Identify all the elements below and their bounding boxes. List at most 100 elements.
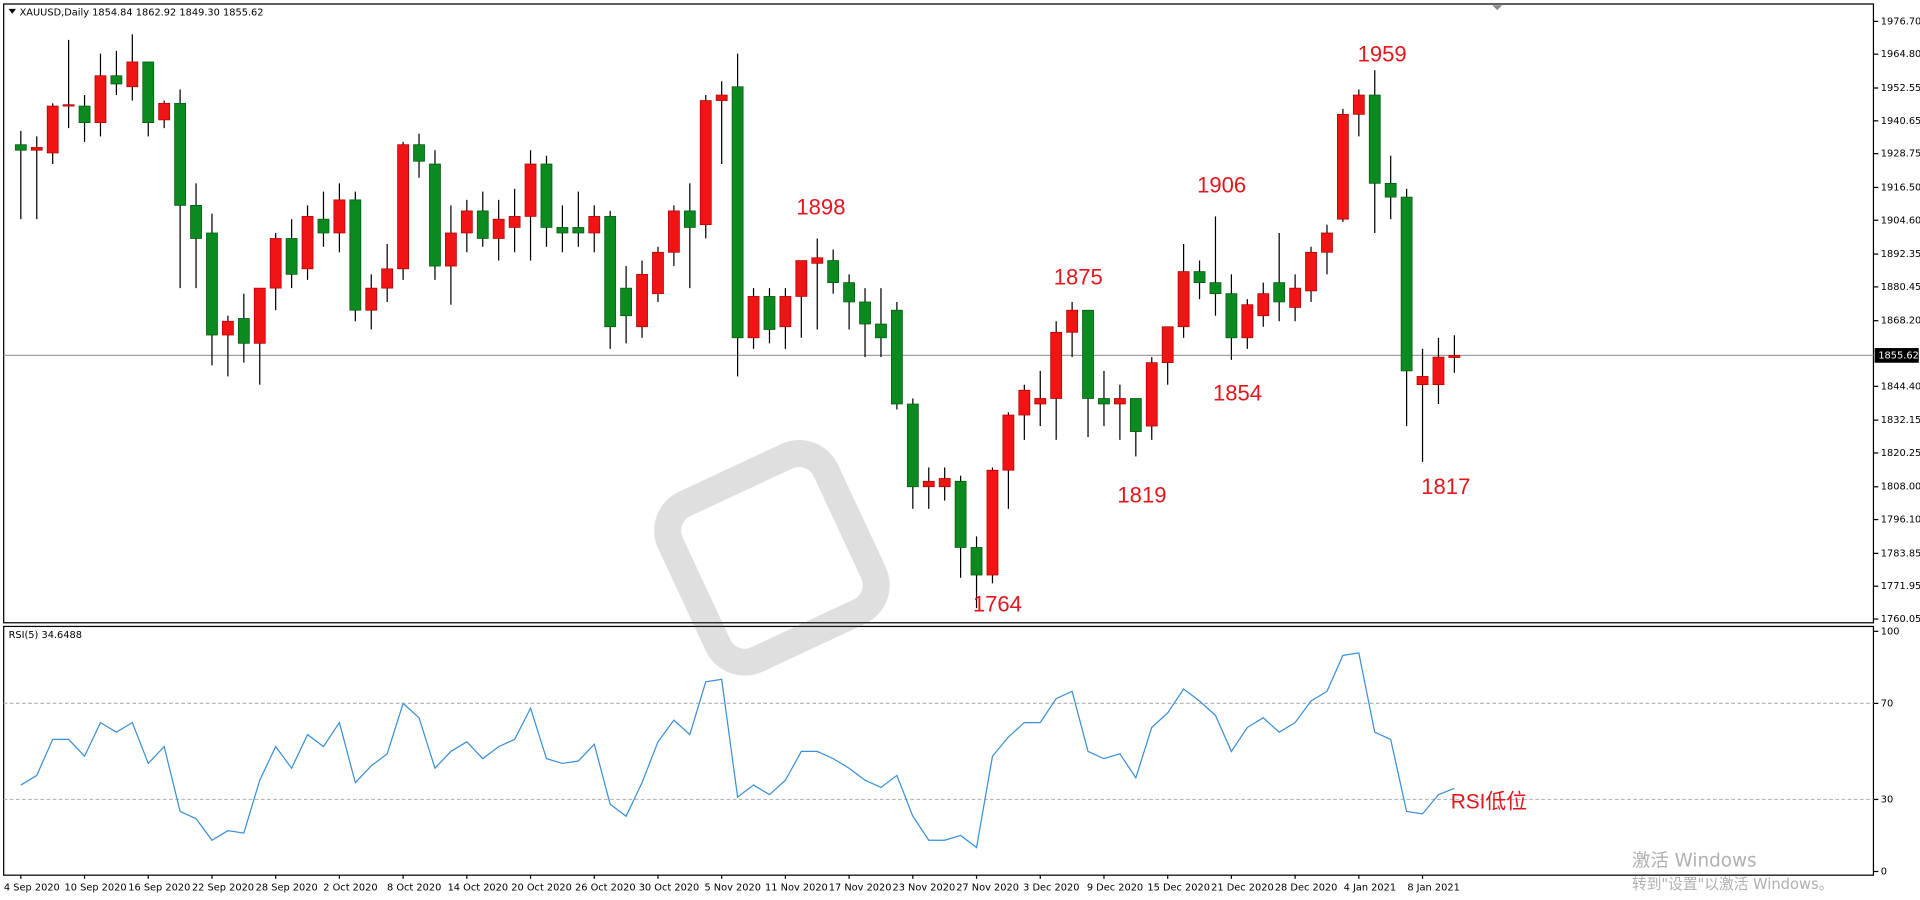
candle-body — [763, 296, 776, 330]
candle-body — [253, 287, 266, 344]
candle-body — [126, 61, 139, 88]
candle-body — [381, 268, 394, 289]
x-tick-label: 8 Oct 2020 — [387, 882, 441, 893]
candle-body — [1337, 113, 1349, 220]
y-tick-label: 1928.75 — [1881, 149, 1920, 160]
candle-body — [1209, 282, 1222, 295]
candle-body — [94, 75, 107, 123]
candle-body — [492, 218, 505, 239]
symbol-header: XAUUSD,Daily 1854.84 1862.92 1849.30 185… — [20, 8, 264, 19]
y-tick-label: 1976.70 — [1881, 16, 1920, 27]
candle-body — [460, 210, 473, 234]
candle-body — [1321, 232, 1333, 253]
candle-body — [445, 232, 457, 267]
candle-body — [683, 210, 696, 228]
swing-annotation: 1959 — [1358, 41, 1407, 66]
candle-body — [317, 218, 330, 234]
x-tick-label: 2 Oct 2020 — [323, 882, 377, 893]
candle-body — [1193, 271, 1206, 283]
x-tick-label: 20 Oct 2020 — [511, 882, 572, 893]
candle-body — [190, 205, 202, 239]
x-tick-label: 28 Sep 2020 — [256, 882, 318, 893]
y-tick-label: 1796.10 — [1881, 515, 1920, 526]
swing-annotation: 1819 — [1117, 482, 1166, 507]
y-tick-label: 1808.00 — [1881, 482, 1920, 493]
candle-body — [1400, 196, 1413, 372]
y-tick-label: 1940.65 — [1881, 116, 1920, 127]
price-panel — [3, 3, 1875, 624]
candle-body — [158, 102, 171, 121]
candle-body — [1273, 282, 1286, 303]
candle-body — [1129, 398, 1142, 432]
candle-body — [811, 257, 824, 264]
candle-body — [30, 147, 43, 151]
swing-annotation: 1898 — [796, 194, 845, 219]
x-tick-label: 28 Dec 2020 — [1275, 882, 1338, 893]
candle-body — [1384, 182, 1397, 198]
x-tick-label: 30 Oct 2020 — [639, 882, 700, 893]
y-tick-label: 1783.85 — [1881, 548, 1920, 559]
candle-body — [875, 323, 887, 339]
candle-body — [46, 105, 59, 154]
candle-body — [891, 309, 903, 405]
x-tick-label: 4 Jan 2021 — [1344, 882, 1397, 893]
rsi-line — [20, 652, 1455, 849]
candle-body — [1241, 304, 1254, 339]
y-tick-label: 1868.20 — [1881, 316, 1920, 327]
candle-body — [572, 227, 585, 234]
rsi-y-tick-label: 100 — [1881, 626, 1900, 637]
x-tick-label: 16 Sep 2020 — [128, 882, 190, 893]
candle-body — [556, 227, 569, 234]
collapse-marker — [1492, 5, 1503, 11]
y-tick-label: 1892.35 — [1881, 249, 1920, 260]
candle-body — [1257, 293, 1270, 317]
candle-body — [1145, 362, 1158, 427]
x-tick-label: 8 Jan 2021 — [1407, 882, 1460, 893]
candle-body — [301, 216, 314, 270]
rsi-panel — [3, 625, 1875, 876]
candle-body — [588, 216, 601, 234]
x-tick-label: 4 Sep 2020 — [4, 882, 60, 893]
x-tick-label: 10 Sep 2020 — [65, 882, 127, 893]
last-price-box — [1874, 348, 1919, 363]
x-tick-label: 15 Dec 2020 — [1147, 882, 1210, 893]
swing-annotation: 1817 — [1421, 474, 1470, 499]
y-tick-label: 1820.25 — [1881, 448, 1920, 459]
y-tick-label: 1952.55 — [1881, 83, 1920, 94]
candle-body — [699, 100, 712, 226]
candle-body — [206, 232, 218, 336]
candle-body — [1225, 293, 1238, 339]
candle-body — [476, 210, 489, 239]
x-tick-label: 9 Dec 2020 — [1087, 882, 1143, 893]
candle-body — [365, 287, 378, 311]
candle-body — [1177, 271, 1190, 328]
candle-body — [62, 104, 75, 107]
candle-body — [604, 216, 617, 328]
candle-body — [1066, 309, 1078, 333]
y-tick-label: 1771.95 — [1881, 581, 1920, 592]
y-tick-label: 1904.60 — [1881, 215, 1920, 226]
rsi-y-tick-label: 0 — [1881, 866, 1887, 877]
candle-body — [1018, 389, 1031, 416]
rsi-y-tick-label: 30 — [1881, 794, 1893, 805]
candle-body — [779, 296, 792, 328]
candle-body — [938, 478, 951, 488]
wikifx-watermark — [654, 440, 890, 676]
candle-body — [110, 75, 123, 85]
swing-annotation: 1764 — [973, 591, 1022, 616]
x-tick-label: 27 Nov 2020 — [956, 882, 1019, 893]
swing-annotation: 1854 — [1213, 381, 1262, 406]
x-tick-label: 5 Nov 2020 — [704, 882, 761, 893]
candle-body — [413, 144, 425, 162]
candle-body — [1002, 414, 1015, 471]
y-tick-label: 1916.50 — [1881, 182, 1920, 193]
candle-body — [1161, 326, 1174, 363]
candle-body — [14, 144, 27, 151]
last-price-label: 1855.62 — [1878, 350, 1919, 361]
x-tick-label: 23 Nov 2020 — [892, 882, 955, 893]
candle-body — [1289, 287, 1301, 308]
candle-body — [986, 469, 999, 576]
